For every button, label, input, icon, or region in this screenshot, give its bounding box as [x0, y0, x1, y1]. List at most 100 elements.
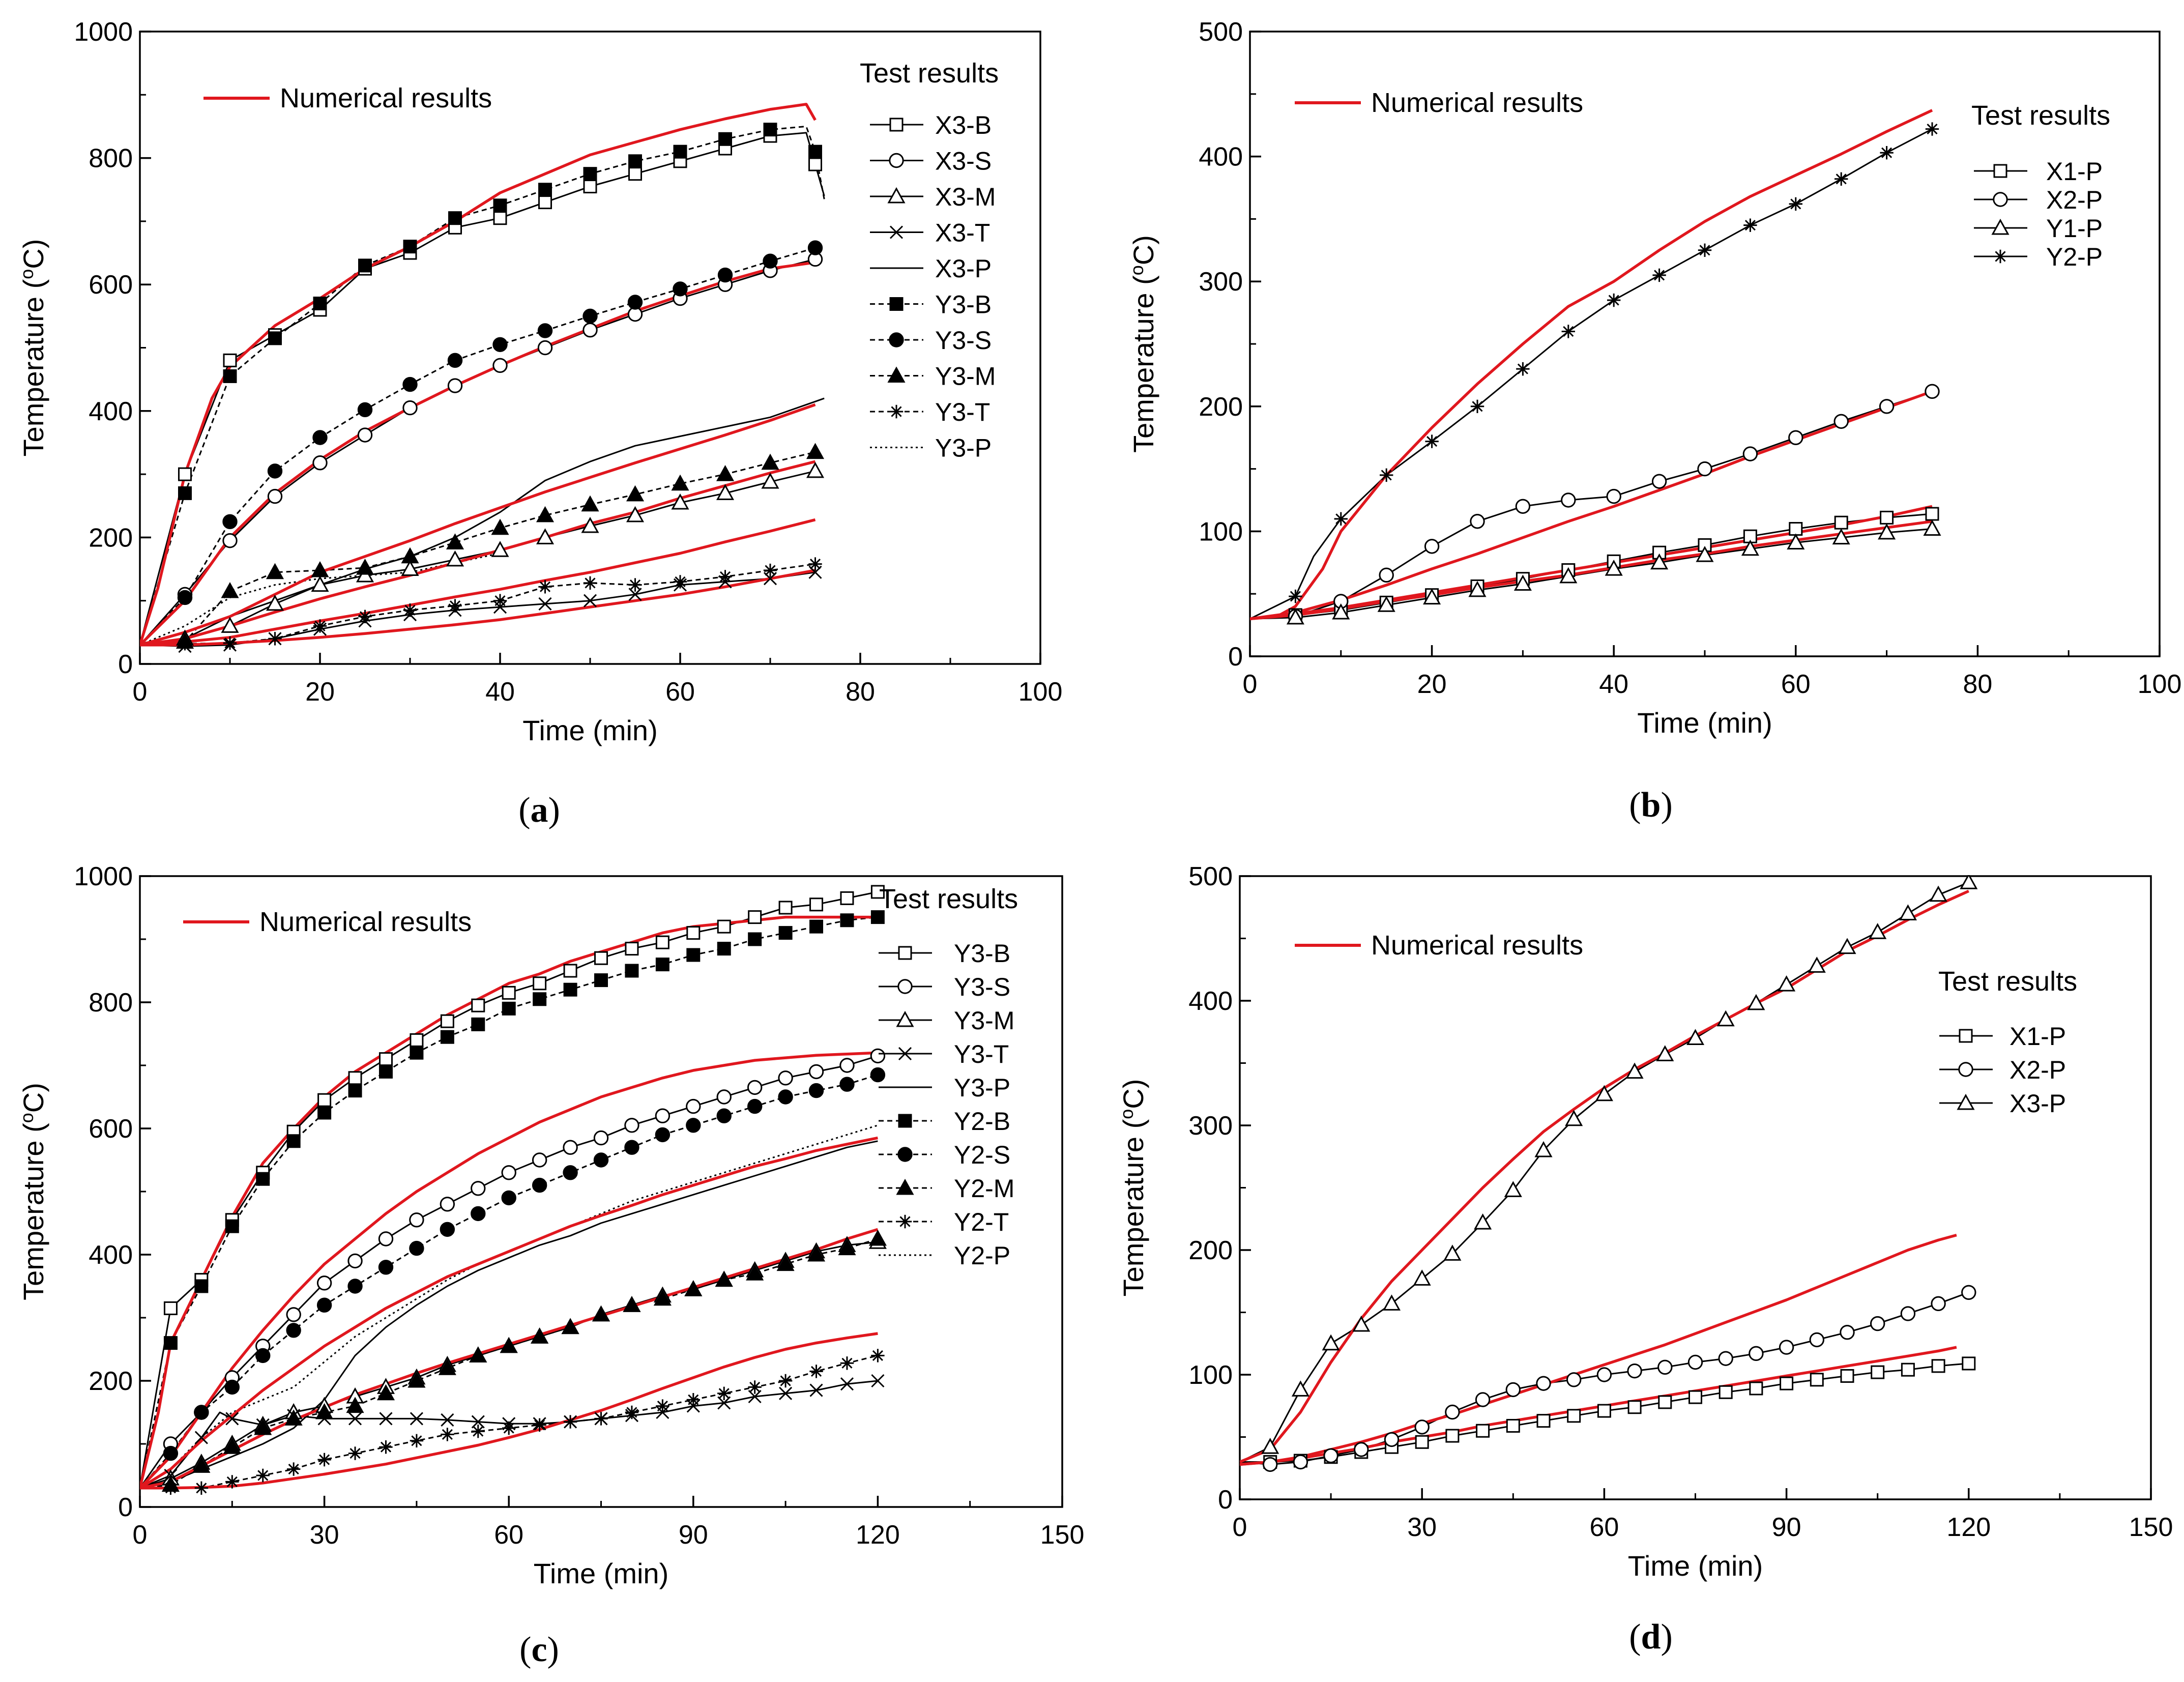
y-tick-label: 200: [89, 1367, 133, 1396]
data-point-Y3-T: [871, 1374, 885, 1388]
data-point-X2-P: [1414, 1419, 1430, 1435]
y-axis-label: Temperature (oC): [1116, 1079, 1150, 1297]
numerical-series-line: [140, 1332, 878, 1490]
data-point-Y2-P: [1789, 197, 1802, 211]
data-point-Y2-M: [407, 1371, 426, 1388]
numerical-series-line: [1250, 109, 1933, 621]
data-point-Y3-T: [225, 1412, 239, 1426]
data-point-Y2-T: [594, 1412, 608, 1426]
x-tick-label: 90: [1772, 1513, 1801, 1542]
data-point-Y2-P: [1334, 512, 1348, 526]
data-point-X1-P: [1445, 1429, 1460, 1443]
data-point-Y2-P: [1743, 218, 1757, 232]
data-point-Y3-B: [313, 296, 327, 310]
data-point-X1-P: [1415, 1435, 1429, 1449]
data-point-Y1-P: [1832, 528, 1850, 545]
data-point-X3-P: [1656, 1045, 1674, 1061]
y-tick-label: 200: [1188, 1236, 1233, 1265]
data-point-Y3-T: [840, 1377, 854, 1391]
chart-panel-b: 0 20 40 60 80 100 0 100 200 300 400 500 Time (min) Te…: [1126, 17, 2182, 825]
data-point-Y1-P: [1650, 553, 1669, 570]
data-point-Y2-S: [255, 1348, 271, 1364]
y-tick-label: 100: [1199, 517, 1243, 546]
data-point-Y2-T: [748, 1380, 762, 1394]
data-point-Y2-B: [348, 1084, 362, 1098]
data-point-Y3-T: [748, 1389, 762, 1404]
data-point-X2-P: [1596, 1367, 1612, 1382]
data-point-Y3-T: [493, 594, 507, 607]
data-point-X2-P: [1475, 1392, 1491, 1407]
test-series-line-Y3-S: [140, 247, 816, 646]
data-point-Y3-S: [839, 1058, 855, 1073]
data-point-X1-P: [1834, 515, 1848, 530]
y-tick-label: 200: [1199, 392, 1243, 422]
data-point-Y3-S: [378, 1231, 394, 1246]
data-point-Y2-T: [778, 1374, 793, 1388]
y-tick-label: 400: [1188, 987, 1233, 1016]
legend-marker-Y3-B: [889, 297, 904, 311]
data-point-X3-T: [628, 588, 642, 601]
panel-label: (c): [519, 1630, 559, 1669]
data-point-Y2-P: [1880, 146, 1894, 160]
y-tick-label: 400: [89, 397, 133, 426]
data-point-Y3-T: [410, 1412, 423, 1426]
data-point-Y2-B: [502, 1001, 516, 1016]
legend-label-Y3-T: Y3-T: [954, 1040, 1009, 1068]
data-point-Y3-B: [358, 258, 372, 273]
data-point-Y3-S: [747, 1080, 763, 1095]
data-point-X2-P: [1606, 488, 1621, 504]
y-tick-label: 400: [1199, 142, 1243, 172]
data-point-X2-P: [1505, 1382, 1521, 1398]
legend-marker-Y2-S: [897, 1147, 913, 1162]
x-axis-label: Time (min): [1628, 1550, 1763, 1582]
data-point-X2-P: [1687, 1354, 1703, 1370]
data-point-Y2-M: [592, 1305, 610, 1322]
data-point-Y3-T: [628, 578, 642, 592]
data-point-Y3-S: [286, 1307, 301, 1322]
data-point-Y2-P: [1380, 468, 1393, 482]
y-tick-label: 0: [118, 650, 133, 679]
data-point-X3-P: [1534, 1141, 1553, 1157]
legend-marker-Y2-T: [898, 1214, 912, 1229]
data-point-Y3-B: [625, 942, 639, 956]
data-point-Y2-T: [317, 1453, 331, 1467]
data-point-X3-M: [716, 484, 735, 500]
data-point-Y2-B: [317, 1106, 332, 1120]
data-point-Y3-B: [763, 123, 777, 137]
data-point-Y3-B: [493, 198, 507, 213]
data-point-Y3-B: [348, 1071, 362, 1085]
x-tick-label: 90: [679, 1520, 708, 1550]
data-point-Y1-P: [1741, 539, 1759, 556]
data-point-X2-P: [1879, 399, 1895, 414]
data-point-X3-M: [491, 541, 509, 557]
test-series-line-Y3-M: [140, 1241, 878, 1489]
legend-marker-Y3-T: [889, 404, 904, 419]
data-point-X2-P: [1627, 1363, 1642, 1379]
data-point-Y3-T: [358, 610, 372, 623]
data-point-Y3-T: [403, 603, 417, 617]
data-point-Y2-M: [623, 1296, 641, 1312]
data-point-Y3-S: [312, 430, 328, 445]
y-tick-label: 300: [1199, 267, 1243, 297]
data-point-X3-P: [1595, 1085, 1613, 1101]
data-point-X3-B: [223, 353, 237, 367]
legend-marker-X2-P: [1958, 1062, 1973, 1077]
data-point-Y2-B: [410, 1046, 424, 1060]
numerical-series-line: [140, 1136, 878, 1490]
data-point-X3-P: [1808, 956, 1826, 973]
data-point-X1-P: [1931, 1359, 1945, 1373]
data-point-X3-S: [583, 322, 598, 338]
data-point-Y2-B: [163, 1336, 178, 1350]
data-point-X3-P: [1899, 904, 1917, 920]
y-tick-label: 500: [1188, 862, 1233, 891]
legend-marker-Y3-M: [887, 366, 906, 383]
data-point-Y2-S: [870, 1067, 886, 1083]
data-point-Y3-S: [402, 376, 418, 392]
data-point-Y2-T: [194, 1481, 209, 1495]
data-point-X3-B: [538, 195, 552, 210]
data-point-Y1-P: [1423, 588, 1441, 605]
data-point-Y2-B: [225, 1219, 239, 1233]
data-point-Y1-P: [1286, 608, 1304, 625]
legend-marker-Y3-S: [889, 332, 904, 347]
data-point-Y3-S: [655, 1108, 671, 1123]
